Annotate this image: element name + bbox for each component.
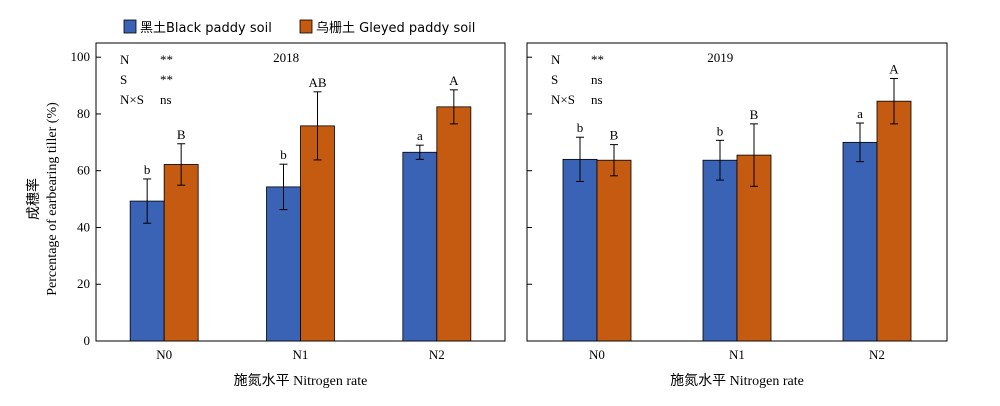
sig-letter-black-N2: a bbox=[417, 128, 423, 143]
bar-gleyed-N2 bbox=[436, 106, 472, 342]
sig-letter-gleyed-N1: AB bbox=[308, 75, 326, 90]
anova-factor-S: S bbox=[120, 72, 127, 87]
sig-letter-black-N1: b bbox=[280, 147, 287, 162]
legend-swatch-gleyed-soil bbox=[299, 19, 313, 34]
x-tick-label-N0: N0 bbox=[589, 347, 605, 362]
legend-label-black-soil: 黑土Black paddy soil bbox=[140, 21, 272, 36]
bar-gleyed-N2 bbox=[876, 100, 912, 342]
anova-sig-N×S: ns bbox=[591, 92, 603, 107]
y-tick-label-0: 0 bbox=[84, 333, 91, 348]
x-axis-title: 施氮水平 Nitrogen rate bbox=[670, 373, 804, 389]
x-tick-label-N2: N2 bbox=[429, 347, 445, 362]
y-axis-title-en: Percentage of earbearing tiller (%) bbox=[45, 102, 60, 296]
anova-factor-N×S: N×S bbox=[551, 92, 575, 107]
sig-letter-gleyed-N0: B bbox=[177, 127, 186, 142]
sig-letter-gleyed-N0: B bbox=[610, 128, 619, 143]
y-tick-label-80: 80 bbox=[77, 106, 90, 121]
anova-sig-N: ** bbox=[591, 52, 604, 67]
sig-letter-black-N0: b bbox=[577, 120, 584, 135]
bar-black-N1 bbox=[702, 159, 738, 342]
sig-letter-gleyed-N2: A bbox=[449, 73, 459, 88]
legend-swatch-black-soil bbox=[123, 19, 137, 34]
anova-factor-N×S: N×S bbox=[120, 92, 144, 107]
bar-gleyed-N1 bbox=[300, 125, 335, 342]
y-tick-label-20: 20 bbox=[77, 276, 90, 291]
bar-black-N2 bbox=[402, 151, 438, 342]
x-tick-label-N1: N1 bbox=[729, 347, 745, 362]
panel-title: 2018 bbox=[273, 50, 299, 65]
sig-letter-black-N0: b bbox=[144, 162, 151, 177]
anova-sig-S: ** bbox=[160, 72, 173, 87]
anova-sig-N: ** bbox=[160, 52, 173, 67]
sig-letter-black-N2: a bbox=[857, 106, 863, 121]
sig-letter-gleyed-N2: A bbox=[889, 61, 899, 76]
bar-black-N2 bbox=[842, 141, 878, 342]
anova-factor-S: S bbox=[551, 72, 558, 87]
panel-2019: 2019 N ** S ns N×S ns N0 b B N1 b B N2 a A 施氮水平 Nitrogen… bbox=[526, 42, 948, 389]
x-tick-label-N0: N0 bbox=[156, 347, 172, 362]
panel-2018: 0 20 40 60 80 100 2018 N ** S ** N×S ns N0 b B N1 b AB N2 a A… bbox=[71, 42, 506, 389]
x-tick-label-N2: N2 bbox=[869, 347, 885, 362]
legend-label-gleyed-soil: 乌栅土 Gleyed paddy soil bbox=[316, 20, 475, 36]
sig-letter-gleyed-N1: B bbox=[750, 107, 759, 122]
anova-factor-N: N bbox=[120, 52, 130, 67]
y-axis-title-cn: 成穗率 bbox=[25, 178, 42, 220]
bar-black-N0 bbox=[129, 200, 165, 342]
anova-sig-S: ns bbox=[591, 72, 603, 87]
bar-gleyed-N0 bbox=[163, 164, 199, 342]
anova-sig-N×S: ns bbox=[160, 92, 172, 107]
anova-factor-N: N bbox=[551, 52, 561, 67]
y-tick-label-60: 60 bbox=[77, 163, 90, 178]
x-axis-title: 施氮水平 Nitrogen rate bbox=[234, 373, 368, 389]
legend: 黑土Black paddy soil 乌栅土 Gleyed paddy soil bbox=[123, 19, 475, 36]
panel-title: 2019 bbox=[707, 50, 733, 65]
y-tick-label-40: 40 bbox=[77, 219, 90, 234]
sig-letter-black-N1: b bbox=[717, 123, 724, 138]
bar-gleyed-N0 bbox=[596, 159, 632, 342]
y-tick-label-100: 100 bbox=[71, 49, 91, 64]
x-tick-label-N1: N1 bbox=[293, 347, 309, 362]
bar-black-N0 bbox=[562, 158, 598, 342]
